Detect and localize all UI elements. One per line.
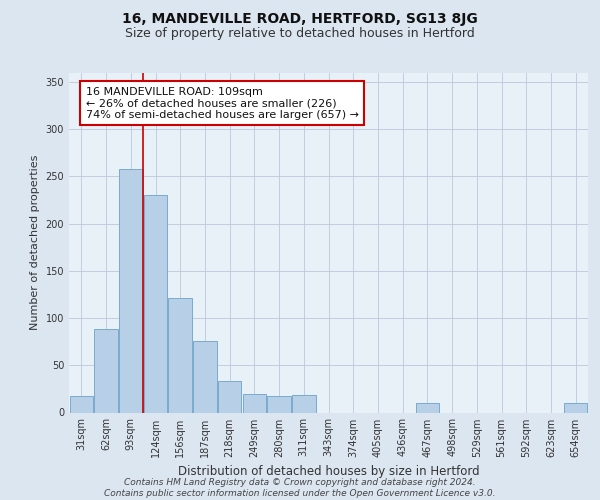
Bar	[70, 396, 93, 412]
Bar	[144, 196, 167, 412]
X-axis label: Distribution of detached houses by size in Hertford: Distribution of detached houses by size …	[178, 465, 479, 478]
Text: Size of property relative to detached houses in Hertford: Size of property relative to detached ho…	[125, 28, 475, 40]
Text: 16, MANDEVILLE ROAD, HERTFORD, SG13 8JG: 16, MANDEVILLE ROAD, HERTFORD, SG13 8JG	[122, 12, 478, 26]
Bar	[416, 403, 439, 412]
Text: Contains HM Land Registry data © Crown copyright and database right 2024.
Contai: Contains HM Land Registry data © Crown c…	[104, 478, 496, 498]
Bar	[564, 403, 587, 412]
Bar	[268, 396, 291, 412]
Bar	[242, 394, 266, 412]
Bar	[292, 394, 316, 412]
Bar	[193, 340, 217, 412]
Bar	[119, 169, 143, 412]
Bar	[94, 330, 118, 412]
Bar	[169, 298, 192, 412]
Text: 16 MANDEVILLE ROAD: 109sqm
← 26% of detached houses are smaller (226)
74% of sem: 16 MANDEVILLE ROAD: 109sqm ← 26% of deta…	[86, 86, 359, 120]
Bar	[218, 382, 241, 412]
Y-axis label: Number of detached properties: Number of detached properties	[30, 155, 40, 330]
